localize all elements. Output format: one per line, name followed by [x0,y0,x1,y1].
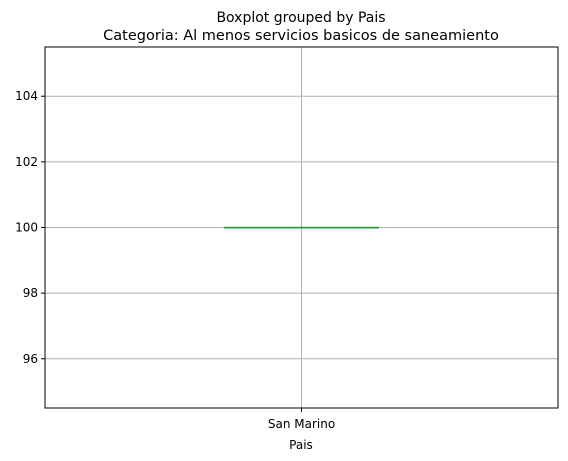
y-tick-label: 100 [15,221,38,235]
x-tick-label: San Marino [268,417,335,431]
y-tick-label: 102 [15,155,38,169]
y-tick-label: 96 [23,352,38,366]
chart-suptitle: Boxplot grouped by Pais [216,10,385,26]
x-axis-label: Pais [289,438,313,452]
y-tick-label: 104 [15,89,38,103]
chart-title: Categoria: Al menos servicios basicos de… [103,28,499,44]
x-tick-layer: San Marino [268,408,335,431]
y-tick-layer: 96 98 100 102 104 [15,89,45,366]
box-layer [224,226,379,229]
y-tick-label: 98 [23,286,38,300]
